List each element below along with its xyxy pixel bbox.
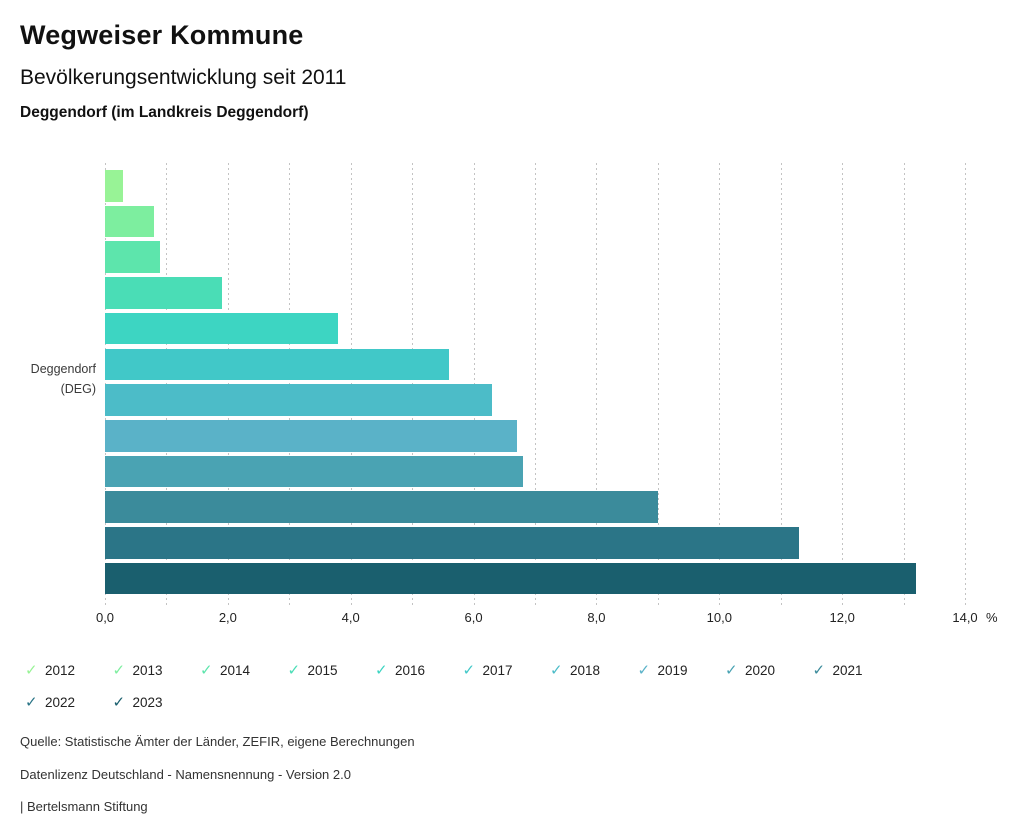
footer-line: | Bertelsmann Stiftung — [20, 799, 148, 814]
check-icon: ✓ — [462, 662, 476, 679]
check-icon: ✓ — [25, 694, 38, 711]
bar-2022[interactable] — [105, 527, 800, 559]
legend-item-2020[interactable]: ✓ 2020 — [720, 660, 808, 680]
legend-year-label: 2018 — [570, 662, 601, 678]
legend-year-label: 2022 — [45, 694, 76, 710]
legend-item-2012[interactable]: ✓ 2012 — [20, 660, 108, 680]
legend-item-2015[interactable]: ✓ 2015 — [283, 660, 371, 680]
x-tick-label: 8,0 — [587, 610, 606, 625]
x-tick-label: 4,0 — [341, 610, 360, 625]
check-icon: ✓ — [112, 694, 126, 711]
x-tick-label: 0,0 — [95, 610, 115, 625]
gridline — [596, 163, 598, 606]
legend-item-2013[interactable]: ✓ 2013 — [108, 660, 196, 680]
legend-item-2016[interactable]: ✓ 2016 — [370, 660, 458, 680]
check-icon: ✓ — [375, 662, 388, 679]
legend-item-2023[interactable]: ✓ 2023 — [108, 692, 196, 712]
y-axis-label-line1: Deggendorf — [30, 362, 96, 376]
legend-year-label: 2019 — [657, 662, 688, 678]
bar-2015[interactable] — [105, 277, 222, 309]
gridline — [780, 163, 782, 606]
legend-year-label: 2023 — [132, 694, 163, 710]
x-tick-label: 14,0 — [952, 610, 978, 625]
bar-2019[interactable] — [105, 419, 517, 452]
legend-year-label: 2013 — [132, 662, 163, 678]
legend-year-label: 2016 — [395, 662, 426, 678]
bar-2013[interactable] — [105, 205, 155, 238]
legend-year-label: 2021 — [832, 662, 863, 678]
x-axis-unit-label: % — [986, 610, 998, 625]
x-tick-label: 2,0 — [218, 610, 237, 625]
bar-2012[interactable] — [105, 170, 124, 202]
x-tick-label: 10,0 — [706, 610, 732, 625]
bar-2020[interactable] — [105, 455, 523, 488]
bar-2018[interactable] — [105, 384, 492, 416]
x-tick-label: 6,0 — [464, 610, 483, 625]
legend-item-2014[interactable]: ✓ 2014 — [195, 660, 283, 680]
plot-area — [105, 163, 967, 606]
bar-2017[interactable] — [105, 348, 449, 381]
legend-item-2022[interactable]: ✓ 2022 — [20, 692, 108, 712]
check-icon: ✓ — [637, 662, 651, 679]
gridline — [842, 163, 844, 606]
legend-item-2021[interactable]: ✓ 2021 — [808, 660, 896, 680]
legend-year-label: 2012 — [45, 662, 76, 678]
gridline — [965, 163, 967, 606]
check-icon: ✓ — [112, 662, 126, 679]
gridline — [535, 163, 536, 606]
legend: ✓ 2012 ✓ 2013 ✓ 2014 ✓ 2015 ✓ 2016 ✓ 2017 ✓ 2018 ✓ 2019… — [20, 660, 910, 724]
municipality-label: Deggendorf (im Landkreis Deggendorf) — [20, 104, 309, 121]
bar-2021[interactable] — [105, 491, 658, 523]
gridline — [657, 163, 659, 606]
check-icon: ✓ — [812, 662, 826, 679]
check-icon: ✓ — [200, 662, 213, 679]
check-icon: ✓ — [550, 662, 563, 679]
bar-2014[interactable] — [105, 241, 161, 274]
bar-2023[interactable] — [105, 562, 916, 595]
check-icon: ✓ — [287, 662, 301, 679]
gridline — [719, 163, 721, 606]
chart-title: Bevölkerungsentwicklung seit 2011 — [20, 66, 347, 89]
footer: Quelle: Statistische Ämter der Länder, Z… — [20, 734, 415, 832]
legend-year-label: 2020 — [745, 662, 776, 678]
check-icon: ✓ — [25, 662, 38, 679]
footer-line: Quelle: Statistische Ämter der Länder, Z… — [20, 734, 415, 749]
legend-item-2018[interactable]: ✓ 2018 — [545, 660, 633, 680]
page-title: Wegweiser Kommune — [20, 20, 304, 50]
gridline — [903, 163, 905, 606]
legend-year-label: 2015 — [307, 662, 338, 678]
x-axis: 0,0 2,0 4,0 6,0 8,0 10,0 12,0 14,0% — [0, 610, 1024, 626]
legend-year-label: 2014 — [220, 662, 251, 678]
legend-year-label: 2017 — [482, 662, 513, 678]
bar-2016[interactable] — [105, 312, 339, 345]
check-icon: ✓ — [725, 662, 738, 679]
legend-item-2019[interactable]: ✓ 2019 — [633, 660, 721, 680]
y-axis-label-line2: (DEG) — [60, 382, 96, 396]
legend-item-2017[interactable]: ✓ 2017 — [458, 660, 546, 680]
x-tick-label: 12,0 — [829, 610, 855, 625]
footer-line: Datenlizenz Deutschland - Namensnennung … — [20, 766, 351, 782]
